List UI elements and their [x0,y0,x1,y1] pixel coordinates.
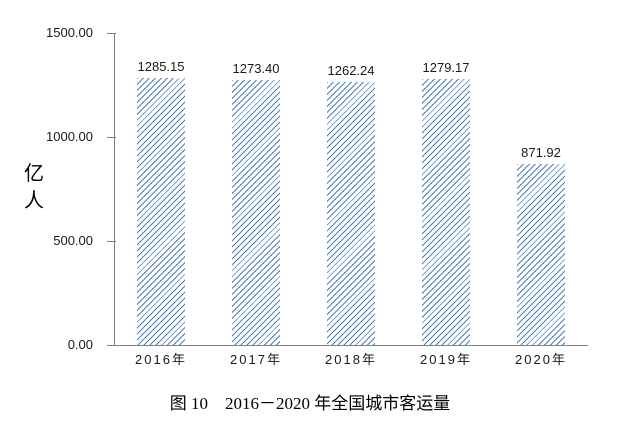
y-tick-mark [107,137,116,138]
x-tick-label: 2018年 [325,352,377,367]
bar-value-label: 1262.24 [327,63,375,78]
bar [232,80,280,345]
bar [422,79,470,345]
y-tick-label: 1000.00 [46,129,93,144]
bar [137,78,185,345]
y-tick-label: 0.00 [67,337,93,352]
bar-value-label: 1285.15 [137,59,185,74]
x-axis-line [107,345,588,346]
x-tick-label: 2017年 [230,352,282,367]
chart-title: 图 10 2016－2020 年全国城市客运量 [169,394,451,413]
bar-value-label: 1273.40 [232,61,280,76]
y-tick-label: 1500.00 [46,25,93,40]
x-tick-label: 2019年 [420,352,472,367]
bar-value-label: 1279.17 [422,60,470,75]
y-axis-unit-label: 亿人 [24,163,44,212]
y-axis-line [114,33,115,345]
bar [517,164,565,345]
bar [327,82,375,345]
y-tick-mark [107,241,116,242]
y-tick-mark [107,33,116,34]
y-tick-label: 500.00 [53,233,93,248]
x-tick-label: 2016年 [135,352,187,367]
x-tick-label: 2020年 [515,352,567,367]
bar-value-label: 871.92 [521,145,561,160]
